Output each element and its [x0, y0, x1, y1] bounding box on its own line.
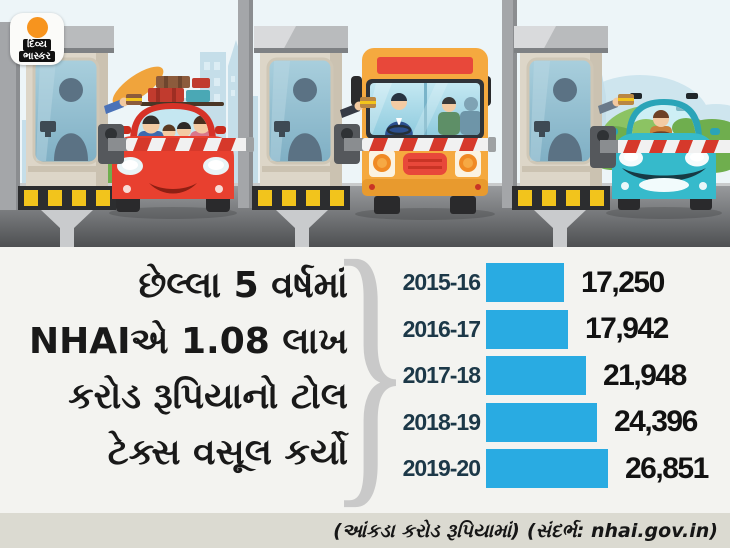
chart-row: 2017-18 21,948 [398, 356, 708, 395]
chart-bar [486, 449, 608, 488]
red-family-car [112, 66, 234, 212]
boom-barrier-2 [334, 124, 496, 164]
chart-bar [486, 263, 564, 302]
logo-text-line2: ભાસ્કર [19, 50, 55, 62]
chart-category-label: 2015-16 [402, 269, 481, 295]
headline: છેલ્લા 5 વર્ષમાં NHAIએ 1.08 લાખ કરોડ રૂપ… [18, 258, 348, 480]
orange-bus [351, 48, 491, 214]
toll-plaza-illustration [0, 0, 730, 247]
chart-row: 2019-20 26,851 [398, 449, 709, 488]
boom-barrier-1 [98, 124, 254, 164]
headline-line: NHAIએ 1.08 લાખ [28, 320, 348, 362]
logo-sun-icon [26, 17, 48, 38]
chart-row: 2018-19 24,396 [398, 402, 708, 442]
headline-line: કરોડ રૂપિયાનો ટોલ [68, 376, 348, 417]
canopy-pillars [0, 0, 517, 210]
source-note: (સંદર્ભ: nhai.gov.in) [526, 519, 718, 542]
brace-decoration: } [328, 200, 412, 532]
chart-category-label: 2018-19 [402, 408, 481, 435]
unit-note: (આંકડા કરોડ રૂપિયામાં) [333, 519, 520, 542]
chart-category-label: 2019-20 [402, 455, 481, 481]
teal-car [608, 93, 720, 210]
toll-operator-arms [104, 94, 634, 118]
chart-value-label: 17,942 [585, 312, 669, 345]
headline-line: છેલ્લા 5 વર્ષમાં [138, 265, 349, 306]
bus-driver-passengers [370, 83, 480, 135]
chart-bar [486, 402, 597, 442]
chart-value-label: 17,250 [581, 265, 665, 299]
chart-category-label: 2017-18 [402, 362, 481, 388]
toll-booth-3 [510, 24, 612, 212]
divya-bhaskar-logo: દિવ્ય ભાસ્કર [10, 13, 64, 65]
bus-route-sign [377, 57, 473, 74]
footnote-bar: (આંકડા કરોડ રૂપિયામાં) (સંદર્ભ: nhai.gov… [0, 513, 730, 548]
chart-row: 2015-16 17,250 [398, 263, 708, 302]
toll-booth-2 [250, 24, 352, 212]
chart-row: 2016-17 17,942 [398, 309, 708, 349]
boom-barrier-3 [590, 126, 730, 168]
chart-bar [486, 356, 586, 395]
booth-pedestals [41, 210, 586, 247]
chart-value-label: 26,851 [625, 451, 709, 485]
toll-collection-chart: 2015-16 17,250 2016-17 17,942 2017-18 21… [398, 263, 709, 496]
chart-category-label: 2016-17 [402, 315, 481, 342]
headline-line: ટેક્સ વસૂલ કર્યો [107, 431, 348, 473]
logo-text-line1: દિવ્ય [23, 39, 51, 51]
chart-bar [486, 309, 568, 349]
chart-value-label: 24,396 [614, 405, 698, 438]
chart-value-label: 21,948 [603, 358, 687, 392]
